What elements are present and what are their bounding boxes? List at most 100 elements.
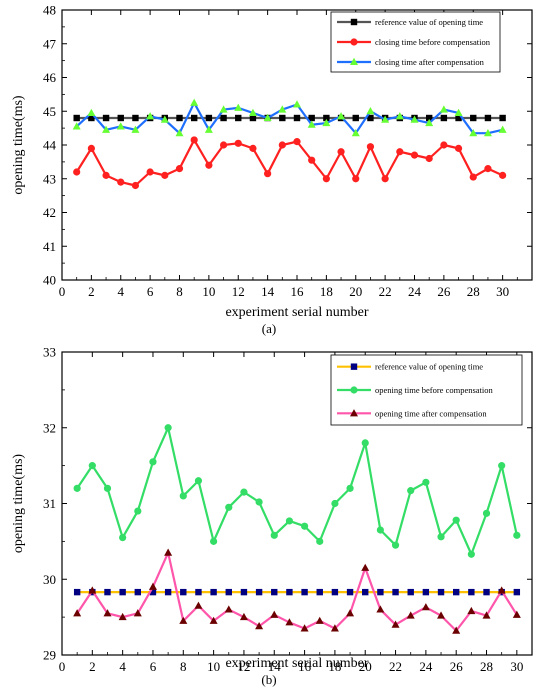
data-point — [293, 114, 301, 122]
data-point — [234, 139, 242, 147]
data-point — [164, 424, 172, 432]
y-tick-label: 41 — [43, 239, 56, 254]
data-point — [452, 588, 460, 596]
data-point — [395, 112, 404, 120]
data-point — [467, 550, 475, 558]
data-point — [146, 112, 155, 120]
x-tick-label: 18 — [320, 284, 333, 299]
series-2 — [72, 98, 507, 137]
x-tick-label: 28 — [480, 659, 493, 674]
data-point — [362, 588, 369, 596]
data-point — [119, 588, 126, 596]
x-tick-label: 6 — [147, 284, 154, 299]
data-point — [73, 114, 80, 122]
data-point — [148, 582, 157, 590]
series-line — [75, 138, 504, 187]
data-point — [87, 144, 95, 152]
data-point — [240, 588, 248, 596]
data-point — [421, 603, 430, 611]
data-point — [346, 609, 355, 617]
legend: reference value of opening time closing t… — [330, 11, 501, 73]
data-point — [425, 114, 433, 122]
data-point — [234, 103, 243, 111]
chart-panel-1: 0 2 4 6 8 10 12 14 16 18 20 22 24 26 28 302930313233exp… — [11, 345, 533, 687]
y-tick-label: 48 — [43, 3, 56, 18]
x-axis-label: experiment serial number — [225, 305, 368, 320]
data-point — [439, 105, 448, 113]
data-point — [469, 173, 477, 181]
data-point — [422, 478, 430, 486]
data-point — [331, 499, 339, 508]
data-point — [176, 114, 183, 122]
series-0 — [73, 588, 521, 596]
legend-label: reference value of opening time — [375, 17, 483, 27]
data-point — [263, 113, 272, 121]
series-1 — [73, 424, 521, 558]
data-point — [301, 588, 308, 596]
data-point — [104, 588, 111, 596]
data-point — [482, 611, 491, 619]
data-point — [271, 588, 278, 596]
data-point — [249, 144, 257, 152]
data-point — [300, 522, 309, 530]
data-point — [316, 537, 324, 545]
data-point — [248, 108, 257, 116]
data-point — [210, 537, 218, 545]
data-point — [437, 588, 445, 596]
legend-swatch-marker — [350, 409, 358, 417]
data-point — [376, 605, 385, 613]
data-point — [455, 114, 462, 122]
data-point — [278, 105, 287, 113]
y-tick-label: 29 — [43, 648, 56, 663]
data-point — [146, 168, 154, 176]
data-point — [285, 517, 294, 525]
data-point — [270, 610, 279, 618]
data-point — [300, 624, 309, 632]
legend-swatch-marker — [350, 38, 358, 46]
y-tick-label: 47 — [43, 36, 57, 51]
data-point — [337, 112, 346, 120]
data-point — [468, 588, 475, 596]
data-point — [102, 171, 110, 179]
data-point — [195, 588, 202, 596]
data-point — [454, 108, 463, 116]
x-tick-label: 12 — [232, 284, 245, 299]
data-point — [407, 487, 415, 495]
x-tick-label: 14 — [261, 284, 275, 299]
data-point — [454, 144, 463, 152]
data-point — [407, 588, 414, 596]
y-tick-label: 42 — [43, 205, 56, 220]
x-tick-label: 6 — [150, 659, 157, 674]
data-point — [131, 125, 140, 133]
data-point — [219, 105, 228, 113]
data-point — [249, 114, 257, 122]
data-point — [103, 484, 112, 492]
data-point — [194, 477, 203, 485]
series-0 — [73, 114, 506, 122]
data-point — [323, 114, 330, 122]
x-tick-label: 0 — [59, 284, 66, 299]
data-point — [175, 165, 184, 173]
data-point — [361, 439, 369, 447]
data-point — [255, 588, 263, 596]
data-point — [72, 122, 81, 130]
legend-label: closing time after compensation — [375, 57, 485, 67]
data-point — [366, 107, 375, 115]
legend-swatch-marker — [350, 363, 358, 370]
data-point — [190, 98, 199, 106]
data-point — [175, 128, 184, 137]
x-tick-label: 14 — [268, 659, 282, 674]
data-point — [116, 122, 125, 130]
data-point — [437, 611, 446, 619]
data-point — [134, 507, 142, 515]
data-point — [73, 484, 81, 492]
data-point — [240, 488, 248, 496]
data-point — [161, 171, 169, 179]
data-point — [88, 114, 95, 122]
y-tick-label: 40 — [43, 273, 56, 288]
data-point — [73, 588, 81, 596]
data-point — [512, 610, 521, 618]
data-point — [307, 120, 316, 128]
data-point — [452, 626, 461, 634]
data-point — [337, 148, 345, 156]
